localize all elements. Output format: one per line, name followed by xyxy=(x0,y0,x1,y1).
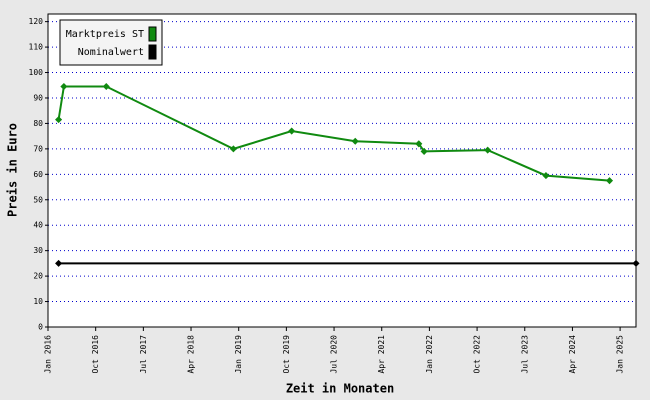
x-tick-label: Jul 2020 xyxy=(330,335,339,374)
x-tick-label: Jan 2025 xyxy=(616,335,625,374)
x-tick-label: Oct 2022 xyxy=(473,335,482,374)
x-tick-label: Apr 2021 xyxy=(377,335,386,374)
legend-box xyxy=(59,19,163,66)
x-tick-label: Apr 2024 xyxy=(568,335,577,374)
y-tick-label: 70 xyxy=(33,144,43,153)
x-tick-label: Jan 2022 xyxy=(425,335,434,374)
y-tick-label: 10 xyxy=(33,297,43,306)
data-point xyxy=(420,147,428,155)
y-tick-label: 40 xyxy=(33,221,43,230)
y-tick-label: 50 xyxy=(33,195,43,204)
y-tick-label: 90 xyxy=(33,93,43,102)
legend-swatch xyxy=(148,26,157,42)
plot-border xyxy=(47,13,637,328)
data-point xyxy=(288,127,296,135)
y-tick-label: 100 xyxy=(29,68,44,77)
y-axis-title: Preis in Euro xyxy=(6,123,20,217)
marks xyxy=(55,82,640,267)
y-tick-label: 110 xyxy=(29,43,44,52)
data-point xyxy=(542,172,550,180)
x-tick-label: Oct 2019 xyxy=(282,335,291,374)
x-tick-label: Jul 2023 xyxy=(520,335,529,374)
data-point xyxy=(484,146,492,154)
y-tick-label: 0 xyxy=(38,323,43,332)
legend: Marktpreis ST Nominalwert xyxy=(59,19,163,66)
y-tick-label: 80 xyxy=(33,119,43,128)
x-tick-label: Jan 2019 xyxy=(234,335,243,374)
x-tick-label: Jan 2016 xyxy=(44,335,53,374)
data-point xyxy=(55,259,63,267)
data-point xyxy=(229,145,237,153)
data-point xyxy=(415,140,423,148)
x-tick-label: Apr 2018 xyxy=(187,335,196,374)
data-point xyxy=(351,137,359,145)
legend-label: Nominalwert xyxy=(78,47,144,58)
data-point xyxy=(102,82,110,91)
x-tick-label: Jul 2017 xyxy=(139,335,148,374)
legend-label: Marktpreis ST xyxy=(66,29,144,40)
y-tick-label: 20 xyxy=(33,272,43,281)
y-tick-label: 120 xyxy=(29,17,44,26)
y-tick-label: 60 xyxy=(33,170,43,179)
x-tick-label: Oct 2016 xyxy=(91,335,100,374)
x-axis-title: Zeit in Monaten xyxy=(286,382,394,396)
legend-swatch xyxy=(148,44,157,60)
plot-area xyxy=(48,14,636,327)
data-point xyxy=(605,177,614,185)
y-tick-label: 30 xyxy=(33,246,43,255)
